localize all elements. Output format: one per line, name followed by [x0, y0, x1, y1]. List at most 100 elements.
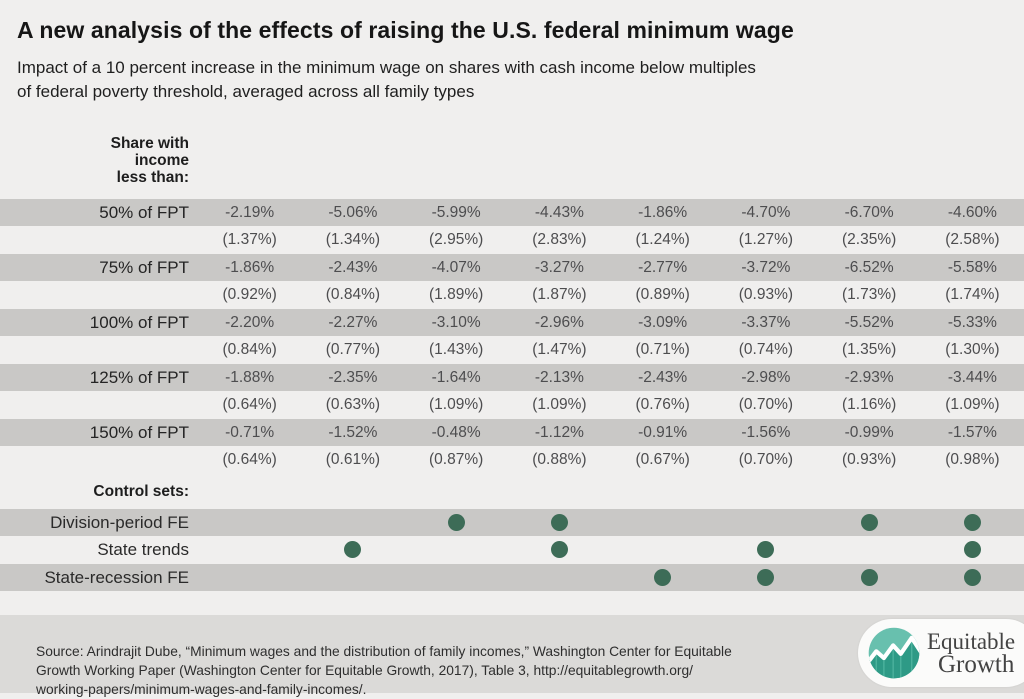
se-cell: (1.27%) — [738, 231, 794, 248]
se-cell: (1.35%) — [841, 341, 897, 358]
estimate-cell: -3.09% — [638, 313, 688, 331]
table-row-estimates: 150% of FPT -0.71% -1.52% -0.48% -1.12% -0.9… — [0, 419, 1024, 446]
control-sets-label: Control sets: — [93, 482, 189, 500]
se-cell: (1.16%) — [841, 396, 897, 413]
se-cell: (0.76%) — [635, 396, 690, 413]
table-row-estimates: 50% of FPT -2.19% -5.06% -5.99% -4.43% -1.86… — [0, 199, 1024, 226]
row-label: 50% of FPT — [99, 202, 189, 222]
se-cell: (0.70%) — [738, 396, 794, 413]
results-table: 50% of FPT -2.19% -5.06% -5.99% -4.43% -1.86… — [0, 199, 1024, 591]
control-row-label: State-recession FE — [44, 567, 189, 587]
estimate-cell: -1.86% — [225, 258, 275, 276]
estimate-cell: -1.64% — [431, 368, 481, 386]
equitable-growth-logo: Equitable Growth — [858, 619, 1024, 687]
se-cell: (0.61%) — [325, 451, 381, 468]
se-cell: (0.84%) — [325, 286, 381, 303]
se-cell: (0.63%) — [325, 396, 381, 413]
dot-icon — [757, 568, 775, 586]
control-dot-cell — [301, 514, 404, 532]
se-cell: (0.88%) — [532, 451, 587, 468]
estimate-cell: -3.10% — [431, 313, 481, 331]
se-cell: (0.67%) — [635, 451, 690, 468]
estimate-cell: -1.86% — [638, 203, 688, 221]
control-dot-cell — [198, 569, 301, 587]
control-dot-cell — [508, 513, 611, 532]
source-note: Source: Arindrajit Dube, “Minimum wages … — [36, 643, 732, 697]
table-row-se: (0.92%) (0.84%) (1.89%) (1.87%) (0.89%) (0.93… — [0, 281, 1024, 309]
se-cell: (1.89%) — [428, 286, 484, 303]
estimate-cell: -2.98% — [741, 368, 791, 386]
se-cell: (0.89%) — [635, 286, 690, 303]
estimate-cell: -5.52% — [844, 313, 894, 331]
estimate-cell: -1.56% — [741, 423, 791, 441]
control-dot-cell — [921, 541, 1024, 559]
dot-icon — [963, 541, 981, 559]
se-cell: (2.35%) — [841, 231, 897, 248]
estimate-cell: -2.13% — [534, 368, 584, 386]
estimate-cell: -2.20% — [225, 313, 275, 331]
estimate-cell: -2.35% — [328, 368, 378, 386]
estimate-cell: -1.88% — [225, 368, 275, 386]
estimate-cell: -2.27% — [328, 313, 378, 331]
se-cell: (1.87%) — [532, 286, 587, 303]
control-dot-cell — [405, 541, 508, 559]
se-cell: (0.84%) — [222, 341, 277, 358]
control-dot-cell — [611, 514, 714, 532]
se-cell: (0.70%) — [738, 451, 794, 468]
control-dot-cell — [198, 514, 301, 532]
control-row-state-trends: State trends — [0, 536, 1024, 564]
control-dot-cell — [611, 568, 714, 587]
dot-icon — [963, 568, 981, 586]
row-label: 75% of FPT — [99, 257, 189, 277]
se-cell: (1.09%) — [945, 396, 1000, 413]
dot-icon — [447, 513, 465, 531]
estimate-cell: -1.57% — [947, 423, 997, 441]
se-cell: (0.87%) — [428, 451, 484, 468]
se-cell: (0.77%) — [325, 341, 381, 358]
row-label: 100% of FPT — [89, 312, 189, 332]
se-cell: (1.73%) — [841, 286, 897, 303]
se-cell: (0.98%) — [945, 451, 1000, 468]
estimate-cell: -6.70% — [844, 203, 894, 221]
se-cell: (1.74%) — [945, 286, 1000, 303]
se-cell: (1.09%) — [428, 396, 484, 413]
se-cell: (1.30%) — [945, 341, 1000, 358]
estimate-cell: -0.91% — [638, 423, 688, 441]
logo-line2: Growth — [938, 650, 1015, 678]
se-cell: (1.24%) — [635, 231, 690, 248]
table-row-se: (0.64%) (0.61%) (0.87%) (0.88%) (0.67%) (0.70… — [0, 446, 1024, 474]
se-cell: (1.43%) — [428, 341, 484, 358]
control-dot-cell — [921, 513, 1024, 532]
control-dot-cell — [921, 568, 1024, 587]
estimate-cell: -2.93% — [844, 368, 894, 386]
control-dot-cell — [611, 541, 714, 559]
estimate-cell: -6.52% — [844, 258, 894, 276]
dot-icon — [757, 541, 775, 559]
estimate-cell: -4.43% — [534, 203, 584, 221]
control-row-state-recession-fe: State-recession FE — [0, 564, 1024, 591]
estimate-cell: -0.71% — [225, 423, 275, 441]
estimate-cell: -5.33% — [947, 313, 997, 331]
control-dot-cell — [405, 513, 508, 532]
estimate-cell: -3.27% — [534, 258, 584, 276]
se-cell: (1.34%) — [325, 231, 381, 248]
control-dot-cell — [508, 541, 611, 559]
control-dot-cell — [818, 541, 921, 559]
control-row-division-period-fe: Division-period FE — [0, 509, 1024, 536]
se-cell: (1.09%) — [532, 396, 587, 413]
dot-icon — [860, 568, 878, 586]
estimate-cell: -4.70% — [741, 203, 791, 221]
control-dot-cell — [714, 541, 817, 559]
control-dot-cell — [818, 513, 921, 532]
table-row-estimates: 100% of FPT -2.20% -2.27% -3.10% -2.96% -3.0… — [0, 309, 1024, 336]
se-cell: (0.64%) — [222, 396, 277, 413]
dot-icon — [963, 513, 981, 531]
control-dot-cell — [405, 569, 508, 587]
se-cell: (0.93%) — [738, 286, 794, 303]
control-dot-cell — [818, 568, 921, 587]
logo-line1: Equitable — [927, 628, 1016, 654]
column-header-row: Share with income less than: — [0, 135, 1024, 186]
control-row-label: State trends — [97, 540, 189, 559]
page-title: A new analysis of the effects of raising… — [17, 17, 794, 43]
estimate-cell: -2.19% — [225, 203, 275, 221]
